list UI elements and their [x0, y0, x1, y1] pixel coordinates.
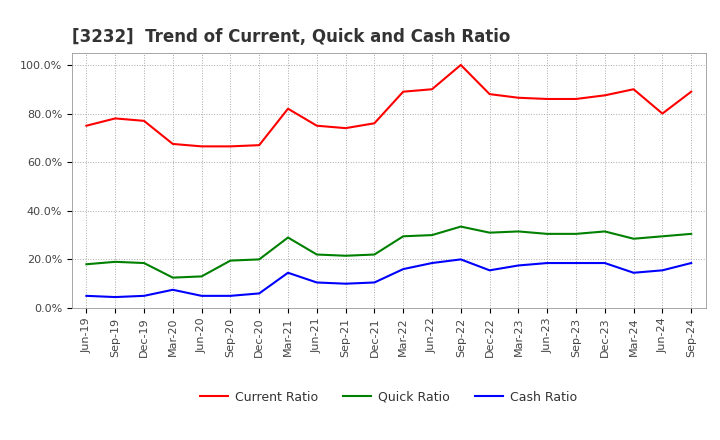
Quick Ratio [140, 260, 148, 266]
Quick Ratio [428, 232, 436, 238]
Quick Ratio [370, 252, 379, 257]
Cash Ratio [485, 268, 494, 273]
Cash Ratio [572, 260, 580, 266]
Quick Ratio [255, 257, 264, 262]
Line: Quick Ratio: Quick Ratio [86, 227, 691, 278]
Current Ratio [543, 96, 552, 102]
Current Ratio [456, 62, 465, 68]
Quick Ratio [341, 253, 350, 258]
Current Ratio [255, 143, 264, 148]
Cash Ratio [600, 260, 609, 266]
Cash Ratio [82, 293, 91, 298]
Current Ratio [111, 116, 120, 121]
Current Ratio [312, 123, 321, 128]
Line: Current Ratio: Current Ratio [86, 65, 691, 147]
Cash Ratio [341, 281, 350, 286]
Cash Ratio [629, 270, 638, 275]
Cash Ratio [399, 267, 408, 272]
Cash Ratio [456, 257, 465, 262]
Quick Ratio [600, 229, 609, 234]
Current Ratio [658, 111, 667, 116]
Quick Ratio [111, 259, 120, 264]
Current Ratio [168, 141, 177, 147]
Cash Ratio [168, 287, 177, 293]
Current Ratio [629, 87, 638, 92]
Current Ratio [140, 118, 148, 124]
Text: [3232]  Trend of Current, Quick and Cash Ratio: [3232] Trend of Current, Quick and Cash … [72, 28, 510, 46]
Current Ratio [399, 89, 408, 94]
Quick Ratio [226, 258, 235, 263]
Quick Ratio [687, 231, 696, 237]
Quick Ratio [284, 235, 292, 240]
Cash Ratio [140, 293, 148, 298]
Quick Ratio [82, 262, 91, 267]
Cash Ratio [514, 263, 523, 268]
Current Ratio [514, 95, 523, 100]
Quick Ratio [485, 230, 494, 235]
Current Ratio [572, 96, 580, 102]
Current Ratio [485, 92, 494, 97]
Quick Ratio [514, 229, 523, 234]
Quick Ratio [658, 234, 667, 239]
Cash Ratio [370, 280, 379, 285]
Current Ratio [687, 89, 696, 94]
Quick Ratio [543, 231, 552, 237]
Current Ratio [428, 87, 436, 92]
Cash Ratio [428, 260, 436, 266]
Cash Ratio [255, 291, 264, 296]
Cash Ratio [687, 260, 696, 266]
Cash Ratio [226, 293, 235, 298]
Current Ratio [370, 121, 379, 126]
Current Ratio [82, 123, 91, 128]
Current Ratio [226, 144, 235, 149]
Quick Ratio [312, 252, 321, 257]
Quick Ratio [629, 236, 638, 242]
Current Ratio [600, 93, 609, 98]
Quick Ratio [168, 275, 177, 280]
Cash Ratio [284, 270, 292, 275]
Current Ratio [341, 125, 350, 131]
Quick Ratio [399, 234, 408, 239]
Cash Ratio [312, 280, 321, 285]
Current Ratio [284, 106, 292, 111]
Line: Cash Ratio: Cash Ratio [86, 260, 691, 297]
Cash Ratio [543, 260, 552, 266]
Quick Ratio [572, 231, 580, 237]
Cash Ratio [111, 294, 120, 300]
Legend: Current Ratio, Quick Ratio, Cash Ratio: Current Ratio, Quick Ratio, Cash Ratio [195, 386, 582, 409]
Cash Ratio [658, 268, 667, 273]
Cash Ratio [197, 293, 206, 298]
Quick Ratio [456, 224, 465, 229]
Quick Ratio [197, 274, 206, 279]
Current Ratio [197, 144, 206, 149]
